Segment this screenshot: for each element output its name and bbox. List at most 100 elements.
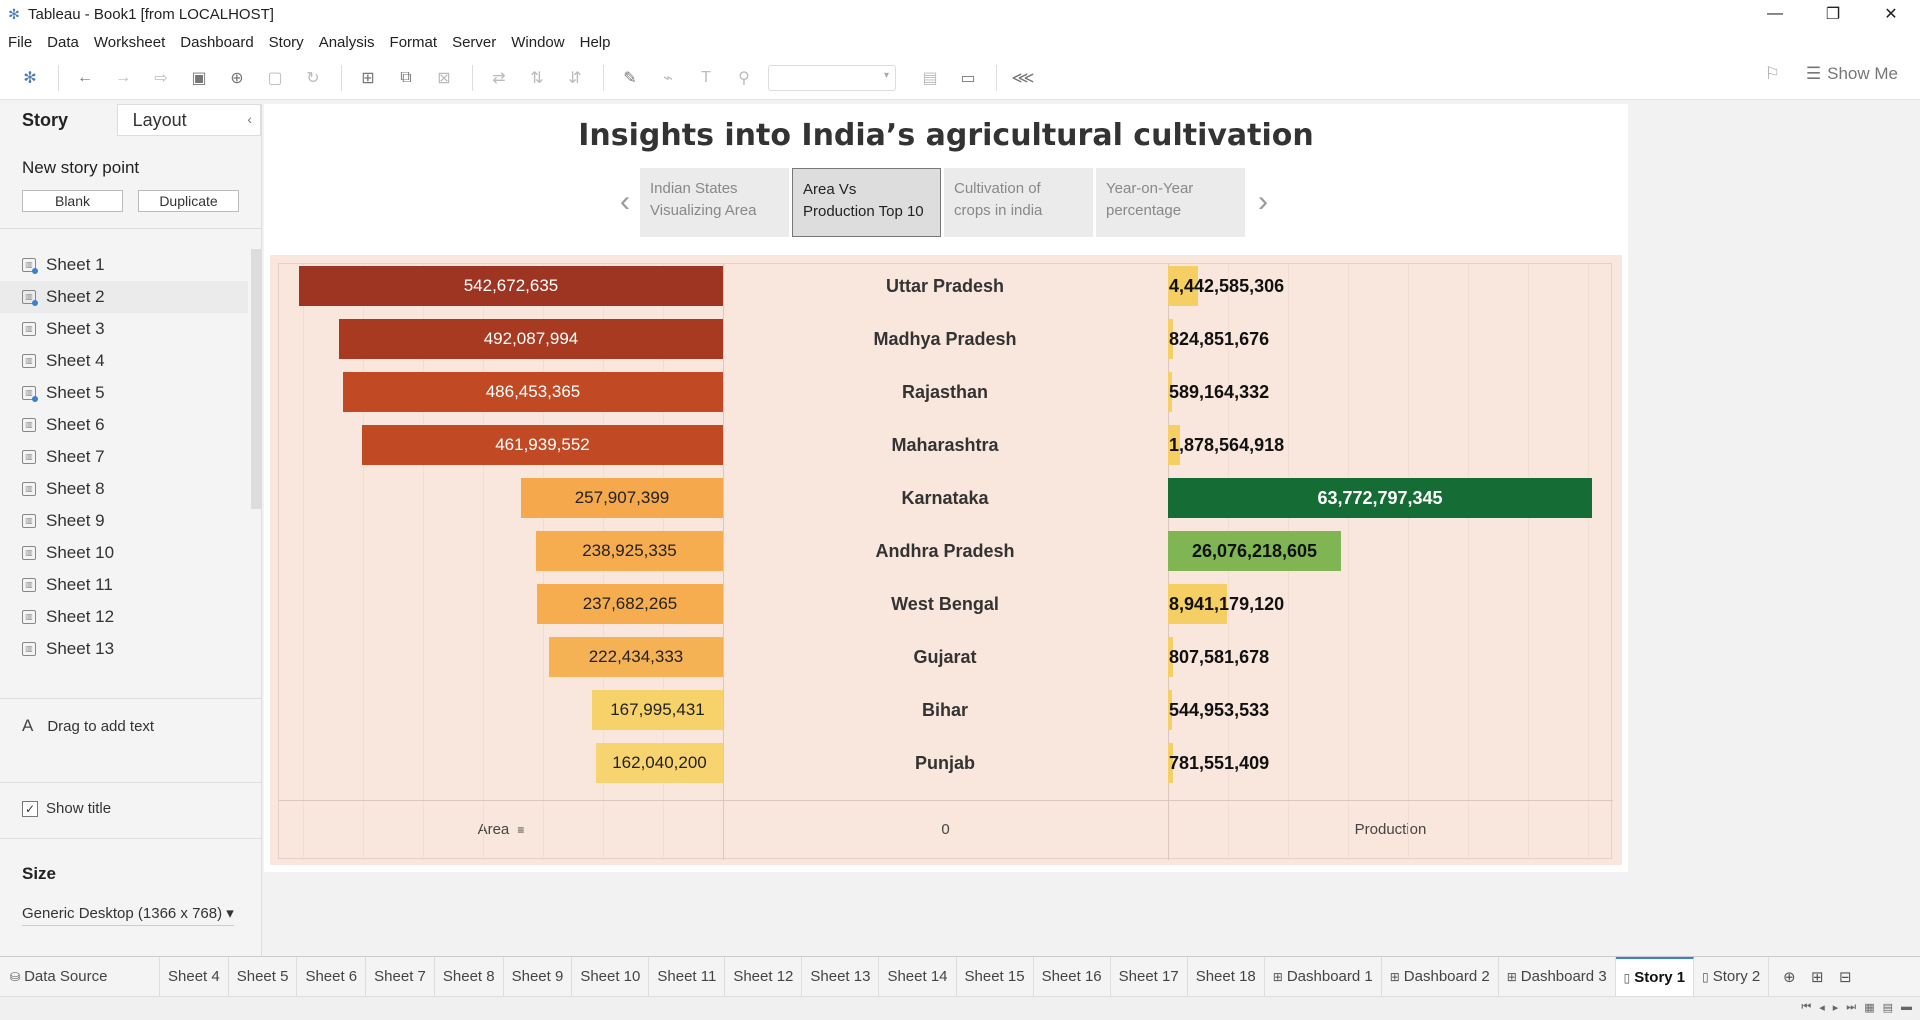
undo-icon[interactable]: ← bbox=[77, 68, 93, 86]
tab-sheet[interactable]: Sheet 6 bbox=[297, 956, 367, 997]
state-label[interactable]: Punjab bbox=[914, 753, 975, 773]
tab-sheet[interactable]: Sheet 8 bbox=[435, 956, 504, 997]
area-bar[interactable]: 222,434,333 bbox=[549, 637, 723, 677]
sheet-list-scrollbar[interactable] bbox=[251, 249, 261, 509]
tableau-home-icon[interactable]: ✻ bbox=[23, 69, 37, 87]
state-label[interactable]: West Bengal bbox=[891, 594, 999, 614]
next-story-point-button[interactable]: › bbox=[1258, 185, 1268, 218]
production-bar[interactable] bbox=[1168, 743, 1173, 783]
menu-file[interactable]: File bbox=[8, 33, 33, 51]
sheet-list-item[interactable]: ▥ Sheet 5 bbox=[0, 377, 248, 409]
menu-data[interactable]: Data bbox=[47, 33, 79, 51]
tab-sheet[interactable]: Sheet 12 bbox=[725, 956, 803, 997]
new-worksheet-icon[interactable]: ⊞ bbox=[361, 69, 375, 87]
tab-sheet[interactable]: Sheet 17 bbox=[1111, 956, 1188, 997]
production-bar[interactable] bbox=[1168, 531, 1341, 571]
state-label[interactable]: Madhya Pradesh bbox=[873, 329, 1017, 349]
sort-ascending-icon[interactable]: ⇅ bbox=[530, 69, 544, 87]
show-title-option[interactable]: ✓ Show title bbox=[22, 800, 111, 817]
pin-icon[interactable]: ⚐ bbox=[1764, 64, 1780, 83]
tab-sheet[interactable]: Sheet 15 bbox=[957, 956, 1034, 997]
tab-sheet[interactable]: Sheet 18 bbox=[1188, 956, 1265, 997]
next-page-icon[interactable]: ▸ bbox=[1832, 1002, 1839, 1014]
size-dropdown[interactable]: Generic Desktop (1366 x 768) ▾ bbox=[22, 904, 234, 926]
tab-story[interactable]: ▯ Story 2 bbox=[1694, 956, 1770, 997]
area-bar[interactable]: 486,453,365 bbox=[343, 372, 723, 412]
sheet-list-item[interactable]: ▥ Sheet 1 bbox=[0, 249, 248, 281]
show-me-icon[interactable]: ☰ bbox=[1805, 64, 1822, 83]
area-axis-label[interactable]: Area ≡ bbox=[279, 821, 723, 838]
sheet-list-item[interactable]: ▥ Sheet 9 bbox=[0, 505, 248, 537]
sheet-list-item[interactable]: ▥ Sheet 10 bbox=[0, 537, 248, 569]
sheet-list-item[interactable]: ▥ Sheet 3 bbox=[0, 313, 248, 345]
fit-dropdown[interactable] bbox=[768, 64, 896, 91]
show-me-button[interactable]: Show Me bbox=[1827, 64, 1898, 83]
chart-plot[interactable]: Area ≡ 0 Production 542,672,635 Uttar Pra… bbox=[278, 263, 1613, 860]
new-story-icon[interactable]: ⊟ bbox=[1838, 968, 1852, 986]
menu-server[interactable]: Server bbox=[452, 33, 497, 51]
sheet-list-item[interactable]: ▥ Sheet 2 bbox=[0, 281, 248, 313]
group-icon[interactable]: ⌁ bbox=[663, 69, 673, 87]
menu-format[interactable]: Format bbox=[389, 33, 438, 51]
pause-updates-icon[interactable]: ▢ bbox=[267, 69, 283, 87]
tabs-view-icon[interactable]: ▬ bbox=[1901, 1001, 1912, 1013]
tab-dashboard[interactable]: ⊞ Dashboard 1 bbox=[1265, 956, 1382, 997]
tab-sheet[interactable]: Sheet 11 bbox=[649, 956, 726, 997]
state-label[interactable]: Bihar bbox=[921, 700, 968, 720]
last-page-icon[interactable]: ⏭ bbox=[1846, 1001, 1857, 1013]
state-label[interactable]: Uttar Pradesh bbox=[885, 276, 1005, 296]
new-data-source-icon[interactable]: ⊕ bbox=[230, 69, 244, 87]
redo-icon[interactable]: → bbox=[115, 68, 131, 86]
tab-sheet[interactable]: Sheet 5 bbox=[229, 956, 298, 997]
sheet-list-item[interactable]: ▥ Sheet 4 bbox=[0, 345, 248, 377]
sheet-list-item[interactable]: ▥ Sheet 7 bbox=[0, 441, 248, 473]
collapse-pane-icon[interactable]: ‹ bbox=[247, 111, 252, 127]
sheet-sorter-icon[interactable]: ▦ bbox=[1864, 1002, 1875, 1014]
menu-help[interactable]: Help bbox=[579, 33, 611, 51]
area-bar[interactable]: 237,682,265 bbox=[537, 584, 723, 624]
state-label[interactable]: Gujarat bbox=[913, 647, 977, 667]
restore-button[interactable]: ❐ bbox=[1825, 6, 1841, 23]
clear-sheet-icon[interactable]: ⊠ bbox=[437, 69, 451, 87]
menu-analysis[interactable]: Analysis bbox=[318, 33, 375, 51]
save-icon[interactable]: ▣ bbox=[191, 69, 207, 87]
blank-button[interactable]: Blank bbox=[22, 190, 123, 212]
tab-sheet[interactable]: Sheet 9 bbox=[504, 956, 573, 997]
area-bar[interactable]: 238,925,335 bbox=[536, 531, 723, 571]
tab-sheet[interactable]: Sheet 7 bbox=[366, 956, 435, 997]
area-bar[interactable]: 542,672,635 bbox=[299, 266, 723, 306]
tab-sheet[interactable]: Sheet 4 bbox=[160, 956, 229, 997]
duplicate-button[interactable]: Duplicate bbox=[138, 190, 239, 212]
minimize-button[interactable]: — bbox=[1767, 5, 1783, 22]
area-bar[interactable]: 162,040,200 bbox=[596, 743, 723, 783]
tab-story-active[interactable]: ▯ Story 1 bbox=[1615, 956, 1695, 997]
area-bar[interactable]: 461,939,552 bbox=[362, 425, 723, 465]
drag-to-add-text[interactable]: A Drag to add text bbox=[22, 716, 154, 736]
close-button[interactable]: ✕ bbox=[1884, 6, 1898, 23]
fix-axes-icon[interactable]: ⚲ bbox=[738, 69, 750, 87]
new-dashboard-icon[interactable]: ⊞ bbox=[1810, 968, 1824, 986]
replay-icon[interactable]: ⇨ bbox=[154, 69, 168, 87]
tab-sheet[interactable]: Sheet 13 bbox=[802, 956, 880, 997]
sheet-list-item[interactable]: ▥ Sheet 6 bbox=[0, 409, 248, 441]
tab-sheet[interactable]: Sheet 16 bbox=[1034, 956, 1111, 997]
production-bar[interactable] bbox=[1168, 637, 1173, 677]
production-bar[interactable] bbox=[1168, 425, 1180, 465]
story-point[interactable]: Indian States Visualizing Area bbox=[640, 167, 789, 237]
labels-icon[interactable]: T bbox=[701, 68, 711, 86]
state-label[interactable]: Maharashtra bbox=[891, 435, 999, 455]
production-bar[interactable] bbox=[1168, 584, 1227, 624]
area-bar[interactable]: 257,907,399 bbox=[521, 478, 723, 518]
menu-window[interactable]: Window bbox=[511, 33, 565, 51]
tab-sheet[interactable]: Sheet 10 bbox=[572, 956, 650, 997]
menu-worksheet[interactable]: Worksheet bbox=[93, 33, 166, 51]
sheet-list-item[interactable]: ▥ Sheet 8 bbox=[0, 473, 248, 505]
tab-dashboard[interactable]: ⊞ Dashboard 3 bbox=[1499, 956, 1616, 997]
swap-icon[interactable]: ⇄ bbox=[492, 69, 506, 87]
tab-layout[interactable]: Layout ‹ bbox=[116, 104, 261, 136]
production-bar[interactable] bbox=[1168, 266, 1198, 306]
refresh-icon[interactable]: ↻ bbox=[306, 69, 320, 87]
previous-story-point-button[interactable]: ‹ bbox=[620, 185, 630, 218]
tab-sheet[interactable]: Sheet 14 bbox=[879, 956, 957, 997]
story-point[interactable]: Cultivation of crops in india bbox=[944, 167, 1093, 237]
